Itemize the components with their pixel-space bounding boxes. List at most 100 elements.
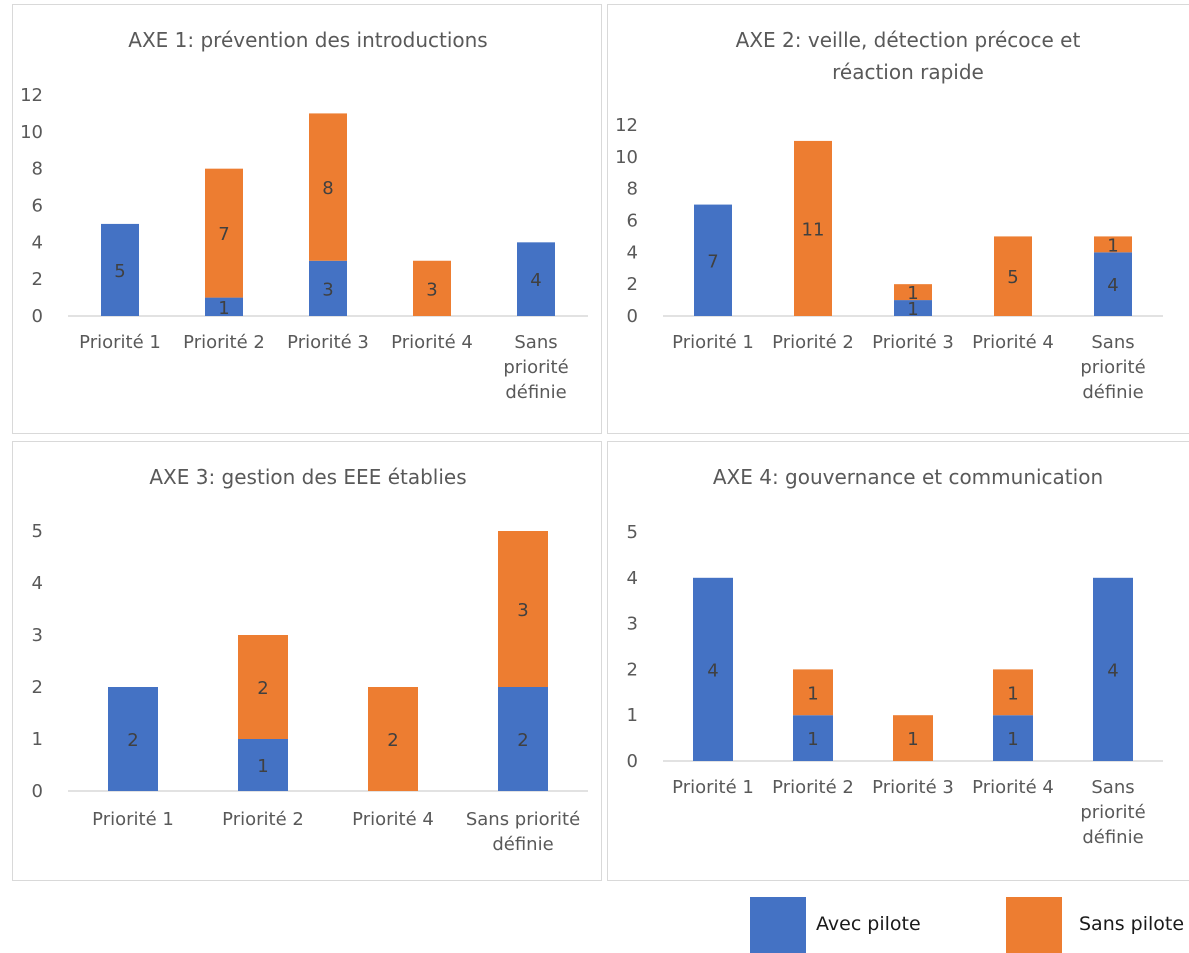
data-label: 1 — [807, 683, 818, 704]
category-label: Sans — [514, 332, 557, 353]
bar-segment — [793, 669, 833, 716]
data-label: 2 — [387, 730, 398, 751]
bar-segment — [894, 284, 932, 301]
data-label: 3 — [426, 279, 437, 300]
data-label: 2 — [127, 730, 138, 751]
chart-title-line: AXE 1: prévention des introductions — [128, 28, 487, 52]
data-label: 4 — [1107, 275, 1118, 296]
bar-segment — [1093, 577, 1133, 761]
y-tick-label: 0 — [627, 751, 638, 772]
category-label: Priorité 1 — [672, 332, 754, 353]
bar-segment — [1094, 252, 1132, 316]
data-label: 4 — [530, 270, 541, 291]
category-label: Priorité 1 — [92, 809, 174, 830]
data-label: 1 — [907, 283, 918, 304]
chart-title-line: AXE 3: gestion des EEE établies — [149, 465, 466, 489]
chart-axe-4: AXE 4: gouvernance et communication 0 1 2 3 4… — [627, 465, 1163, 848]
chart-panel-axe-1: AXE 1: prévention des introductions 0 2 4 6 8… — [12, 4, 602, 434]
y-tick-label: 6 — [627, 211, 638, 232]
y-tick-label: 4 — [32, 232, 43, 253]
y-tick-label: 12 — [615, 115, 638, 136]
data-label: 7 — [218, 224, 229, 245]
y-tick-label: 4 — [627, 568, 638, 589]
y-tick-label: 2 — [32, 677, 43, 698]
category-label: Priorité 2 — [772, 777, 854, 798]
category-label: définie — [1082, 382, 1143, 403]
y-tick-label: 8 — [32, 159, 43, 180]
y-tick-label: 3 — [32, 625, 43, 646]
data-label: 5 — [114, 261, 125, 282]
bar-segment — [794, 140, 832, 316]
bar-segment — [108, 687, 158, 791]
chart-axe-3: AXE 3: gestion des EEE établies 0 1 2 3 4 5 2 Pr… — [32, 465, 588, 855]
data-label: 1 — [218, 298, 229, 319]
chart-panel-axe-3: AXE 3: gestion des EEE établies 0 1 2 3 4 5 2 Pr… — [12, 441, 602, 881]
category-label: Priorité 2 — [222, 809, 304, 830]
data-label: 4 — [707, 660, 718, 681]
y-tick-label: 2 — [627, 274, 638, 295]
category-label: définie — [492, 834, 553, 855]
bar-segment — [994, 236, 1032, 316]
bar-segment — [517, 242, 555, 316]
y-tick-label: 12 — [20, 85, 43, 106]
bar-segment — [413, 260, 451, 316]
category-label: Sans priorité — [466, 809, 580, 830]
y-tick-label: 0 — [627, 306, 638, 327]
data-label: 4 — [1107, 660, 1118, 681]
bar-segment — [993, 669, 1033, 716]
category-label: Priorité 4 — [352, 809, 434, 830]
data-label: 1 — [907, 299, 918, 320]
data-label: 2 — [257, 678, 268, 699]
category-label: Priorité 2 — [183, 332, 265, 353]
data-label: 1 — [1007, 729, 1018, 750]
bar-segment — [238, 739, 288, 791]
y-tick-label: 3 — [627, 614, 638, 635]
category-label: Priorité 1 — [672, 777, 754, 798]
category-label: Priorité 3 — [287, 332, 369, 353]
bar-segment — [993, 715, 1033, 761]
data-label: 1 — [1007, 683, 1018, 704]
data-label: 2 — [517, 730, 528, 751]
y-tick-label: 10 — [615, 147, 638, 168]
chart-title-line: AXE 2: veille, détection précoce et — [736, 28, 1081, 52]
chart-panel-axe-4: AXE 4: gouvernance et communication 0 1 2 3 4… — [607, 441, 1189, 881]
y-tick-label: 10 — [20, 122, 43, 143]
category-label: définie — [505, 382, 566, 403]
y-tick-label: 2 — [627, 659, 638, 680]
legend-swatch-avec-pilote — [750, 897, 806, 953]
bar-segment — [793, 715, 833, 761]
y-tick-label: 2 — [32, 269, 43, 290]
data-label: 3 — [322, 279, 333, 300]
category-label: Priorité 4 — [972, 332, 1054, 353]
category-label: priorité — [1080, 357, 1145, 378]
data-label: 1 — [1107, 235, 1118, 256]
category-label: Priorité 4 — [391, 332, 473, 353]
legend-label-avec-pilote: Avec pilote — [816, 913, 921, 935]
category-label: Priorité 2 — [772, 332, 854, 353]
bar-segment — [894, 300, 932, 316]
bar-segment — [1094, 236, 1132, 253]
chart-axe-1: AXE 1: prévention des introductions 0 2 4 6 8… — [20, 28, 588, 403]
category-label: Priorité 4 — [972, 777, 1054, 798]
y-tick-label: 5 — [627, 522, 638, 543]
bar-segment — [693, 577, 733, 761]
legend-label-sans-pilote: Sans pilote — [1079, 913, 1185, 935]
category-label: priorité — [503, 357, 568, 378]
bar-segment — [205, 168, 243, 298]
y-tick-label: 0 — [32, 781, 43, 802]
legend-swatch-sans-pilote — [1006, 897, 1062, 953]
data-label: 8 — [322, 178, 333, 199]
bar-segment — [498, 687, 548, 791]
chart-title-line: AXE 4: gouvernance et communication — [713, 465, 1103, 489]
category-label: Priorité 1 — [79, 332, 161, 353]
category-label: Sans — [1091, 332, 1134, 353]
data-label: 5 — [1007, 267, 1018, 288]
y-tick-label: 0 — [32, 306, 43, 327]
data-label: 11 — [802, 219, 825, 240]
bar-segment — [101, 223, 139, 316]
bar-segment — [238, 635, 288, 739]
data-label: 7 — [707, 251, 718, 272]
category-label: définie — [1082, 827, 1143, 848]
chart-panel-axe-2: AXE 2: veille, détection précoce et réact… — [607, 4, 1189, 434]
y-tick-label: 8 — [627, 179, 638, 200]
